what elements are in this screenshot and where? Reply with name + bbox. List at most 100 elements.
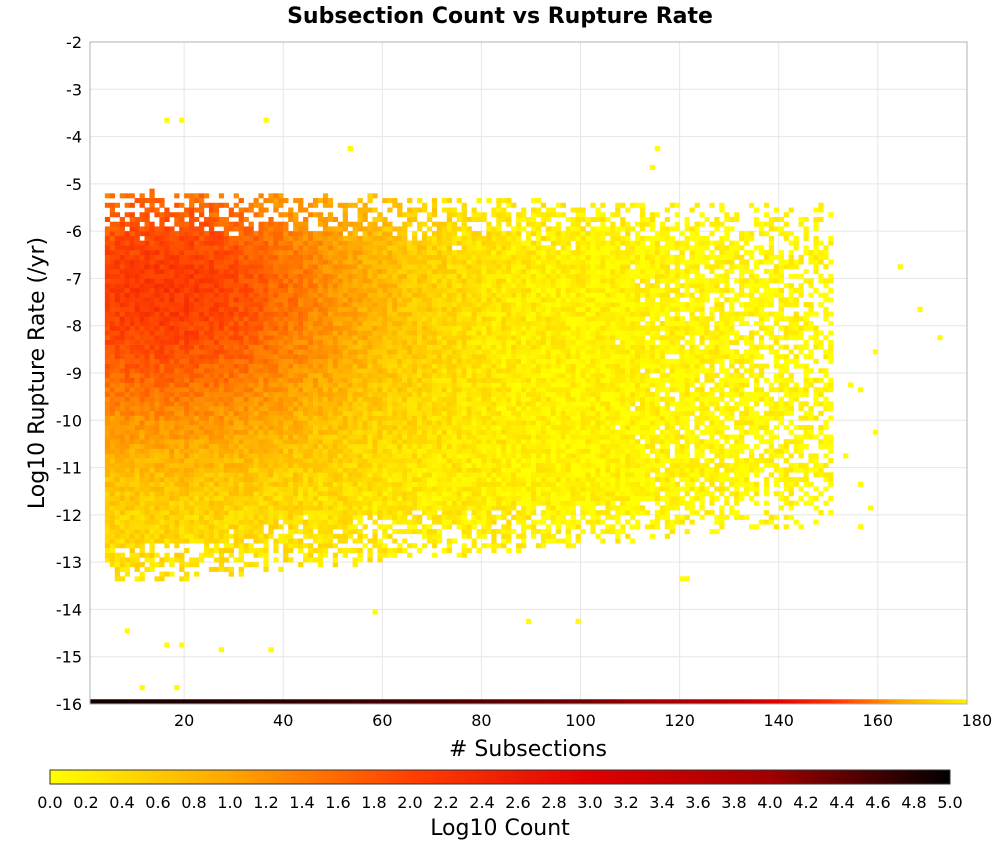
heatmap-cell [199,429,205,435]
heatmap-cell [208,458,215,464]
heatmap-cell [303,254,309,260]
heatmap-cell [347,287,353,293]
heatmap-cell [402,226,408,232]
heatmap-cell [332,533,339,539]
heatmap-cell [263,339,269,345]
heatmap-cell [174,514,180,520]
heatmap-cell [436,519,443,525]
heatmap-cell [337,495,343,501]
heatmap-cell [109,396,116,402]
heatmap-cell [199,330,205,336]
heatmap-cell [233,406,239,412]
heatmap-cell [312,458,319,464]
heatmap-cell [402,448,408,454]
heatmap-cell [317,552,324,558]
heatmap-cell [258,221,264,227]
heatmap-cell [278,316,284,322]
heatmap-cell [228,524,234,530]
heatmap-cell [347,245,353,251]
heatmap-cell [362,500,368,506]
heatmap-cell [397,316,403,322]
heatmap-cell [382,306,388,312]
heatmap-cell [278,495,284,501]
heatmap-cell [179,420,185,426]
heatmap-cell [109,453,116,459]
heatmap-cell [337,302,343,308]
heatmap-cell [288,486,294,492]
heatmap-cell [317,481,324,487]
heatmap-cell [104,477,111,483]
heatmap-cell [248,250,254,256]
heatmap-cell [129,335,135,341]
heatmap-cell [322,231,329,237]
heatmap-cell [382,373,388,379]
heatmap-cell [407,439,413,445]
heatmap-cell [119,368,125,374]
heatmap-cell [124,212,130,218]
heatmap-cell [421,273,428,279]
heatmap-cell [194,287,200,293]
heatmap-cell [238,519,244,525]
heatmap-cell [322,354,329,360]
heatmap-cell [303,481,309,487]
heatmap-cell [342,302,348,308]
heatmap-cell [327,477,334,483]
heatmap-cell [298,477,304,483]
heatmap-cell [298,325,304,331]
heatmap-cell [169,406,175,412]
heatmap-cell [283,335,289,341]
heatmap-cell [362,354,368,360]
heatmap-cell [199,552,205,558]
heatmap-cell [382,344,388,350]
heatmap-cell [412,429,418,435]
heatmap-cell [441,410,448,416]
heatmap-cell [298,491,304,497]
heatmap-cell [119,278,125,284]
heatmap-cell [392,448,398,454]
heatmap-cell [312,557,319,563]
heatmap-cell [357,264,363,270]
heatmap-cell [218,311,225,317]
heatmap-cell [377,410,383,416]
heatmap-cell [119,519,125,525]
heatmap-cell [273,406,279,412]
heatmap-cell [223,368,230,374]
heatmap-cell [218,500,225,506]
heatmap-cell [412,292,418,298]
heatmap-cell [293,339,299,345]
heatmap-cell [367,297,373,303]
heatmap-cell [441,339,448,345]
heatmap-cell [387,207,393,213]
heatmap-cell [253,519,259,525]
heatmap-cell [174,510,180,516]
heatmap-cell [352,547,358,553]
heatmap-cell [124,477,130,483]
heatmap-cell [258,377,264,383]
heatmap-cell [283,268,289,274]
heatmap-cell [154,316,160,322]
heatmap-cell [134,519,140,525]
heatmap-cell [189,491,195,497]
heatmap-cell [322,221,329,227]
heatmap-cell [109,193,116,199]
heatmap-cell [199,335,205,341]
heatmap-cell [233,425,239,431]
heatmap-cell [159,330,165,336]
heatmap-cell [382,481,388,487]
heatmap-cell [322,425,329,431]
heatmap-cell [213,387,220,393]
heatmap-cell [308,273,314,279]
heatmap-cell [317,292,324,298]
heatmap-cell [109,401,116,407]
heatmap-cell [144,396,150,402]
heatmap-cell [312,448,319,454]
heatmap-cell [159,311,165,317]
heatmap-cell [431,349,438,355]
heatmap-cell [124,306,130,312]
heatmap-cell [412,283,418,289]
heatmap-cell [144,557,150,563]
heatmap-cell [258,391,264,397]
heatmap-cell [208,510,215,516]
heatmap-cell [104,406,111,412]
heatmap-cell [357,401,363,407]
